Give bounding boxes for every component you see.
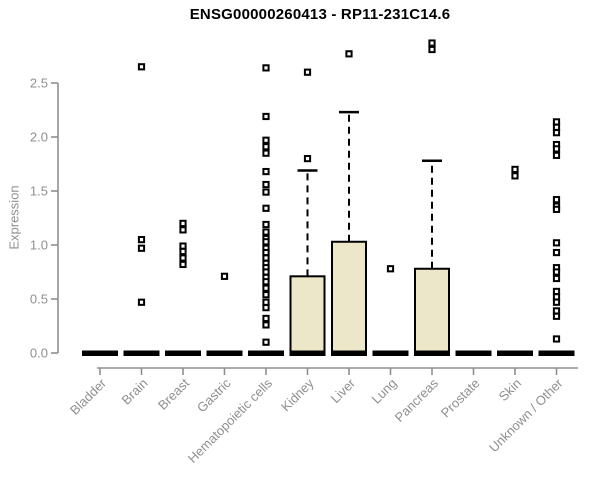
x-tick-label: Brain xyxy=(119,376,151,408)
median-bar xyxy=(165,350,201,356)
outlier-point xyxy=(262,149,270,157)
chart-title: ENSG00000260413 - RP11-231C14.6 xyxy=(189,6,451,23)
outlier-point xyxy=(262,204,270,212)
outlier-point xyxy=(137,244,146,252)
outlier-point xyxy=(552,268,561,276)
outlier-point xyxy=(262,304,270,312)
outlier-point xyxy=(179,219,187,228)
outlier-point xyxy=(262,228,270,236)
y-tick-label: 0.0 xyxy=(30,346,48,361)
x-tick-label: Skin xyxy=(496,376,524,404)
outlier-point xyxy=(262,136,270,144)
outlier-point xyxy=(552,274,561,283)
outlier-point xyxy=(137,236,146,244)
outlier-point xyxy=(262,220,270,229)
outlier-point xyxy=(262,143,270,151)
outlier-point xyxy=(345,50,353,58)
outlier-point xyxy=(428,45,436,54)
x-tick-label: Unknown / Other xyxy=(486,375,566,455)
median-bar xyxy=(248,350,284,356)
outlier-point xyxy=(262,284,270,292)
outlier-point xyxy=(179,247,187,256)
outlier-point xyxy=(303,155,312,163)
median-bar xyxy=(372,350,409,356)
outlier-point xyxy=(262,112,270,121)
x-tick-label: Bladder xyxy=(67,375,110,418)
median-bar xyxy=(414,350,450,356)
outlier-point xyxy=(262,188,270,196)
outlier-point xyxy=(552,312,561,320)
median-bar xyxy=(538,350,575,356)
median-bar xyxy=(206,350,243,356)
y-tick-label: 1.5 xyxy=(30,184,48,199)
outlier-point xyxy=(552,335,561,343)
outlier-point xyxy=(262,338,270,346)
outlier-point xyxy=(262,167,270,176)
outlier-point xyxy=(179,254,187,262)
outlier-point xyxy=(552,239,561,247)
median-bar xyxy=(289,350,326,356)
outlier-point xyxy=(262,64,270,72)
outlier-point xyxy=(552,248,561,257)
outlier-point xyxy=(220,272,229,280)
median-bar xyxy=(455,350,492,356)
outlier-point xyxy=(262,278,270,286)
outlier-point xyxy=(262,291,270,299)
box-pancreas xyxy=(414,267,450,356)
outlier-point xyxy=(262,180,270,189)
median-bar xyxy=(331,350,367,356)
outlier-point xyxy=(552,145,561,153)
outlier-point xyxy=(262,314,270,323)
x-tick-label: Gastric xyxy=(194,375,234,415)
outlier-point xyxy=(262,321,270,329)
median-bar xyxy=(497,350,533,356)
outlier-point xyxy=(137,63,146,71)
outlier-point xyxy=(552,129,561,137)
outlier-point xyxy=(303,68,312,76)
outlier-point xyxy=(552,205,561,213)
outlier-point xyxy=(262,238,270,246)
x-tick-label: Breast xyxy=(155,375,192,412)
outlier-point xyxy=(179,226,187,234)
outlier-point xyxy=(179,260,187,269)
outlier-point xyxy=(428,39,436,47)
outlier-point xyxy=(386,265,395,273)
box-liver xyxy=(331,240,367,355)
x-tick-label: Prostate xyxy=(438,376,483,421)
x-tick-label: Liver xyxy=(328,375,359,406)
median-bar xyxy=(82,350,118,356)
y-tick-label: 2.0 xyxy=(30,130,48,145)
x-tick-label: Pancreas xyxy=(392,375,442,425)
x-tick-label: Lung xyxy=(369,376,400,407)
y-tick-label: 1.0 xyxy=(30,238,48,253)
y-tick-label: 2.5 xyxy=(30,76,48,91)
outlier-point xyxy=(511,165,519,174)
outlier-point xyxy=(552,298,561,306)
outlier-point xyxy=(137,298,146,306)
outlier-point xyxy=(552,196,561,204)
x-tick-label: Kidney xyxy=(278,375,317,414)
outlier-point xyxy=(511,172,519,180)
outlier-point xyxy=(552,151,561,159)
y-tick-label: 0.5 xyxy=(30,292,48,307)
median-bar xyxy=(123,350,160,356)
box-kidney xyxy=(289,275,326,356)
